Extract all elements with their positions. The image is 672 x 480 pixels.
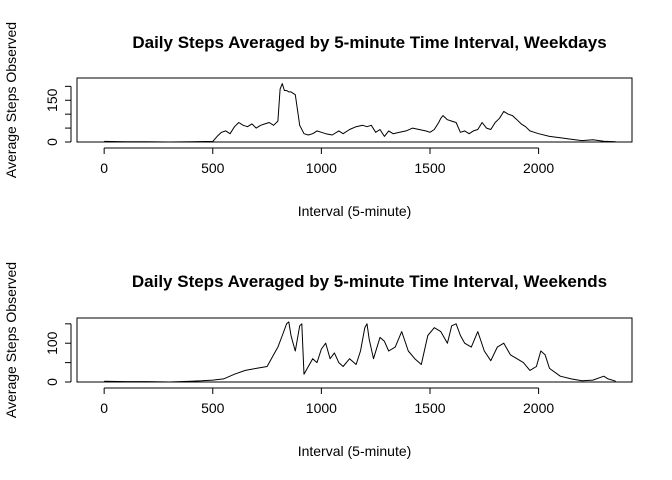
y-tick-label: 0 [44,378,60,386]
x-tick-label: 2000 [523,160,554,176]
plot-frame [76,77,633,143]
series-line [104,83,616,143]
series-line [104,321,616,383]
y-axis-label: Average Steps Observed [3,262,19,418]
y-tick-label: 100 [44,331,60,355]
x-tick-label: 500 [201,160,225,176]
x-axis-label: Interval (5-minute) [298,203,412,219]
chart-title: Daily Steps Averaged by 5-minute Time In… [132,33,606,52]
x-tick-label: 0 [100,400,108,416]
x-tick-label: 0 [100,160,108,176]
x-tick-label: 500 [201,400,225,416]
weekends-panel: Daily Steps Averaged by 5-minute Time In… [3,262,633,459]
plot-frame [76,317,633,383]
x-tick-label: 1500 [414,400,445,416]
y-axis-label: Average Steps Observed [3,22,19,178]
weekdays-panel: Daily Steps Averaged by 5-minute Time In… [3,22,633,219]
chart-title: Daily Steps Averaged by 5-minute Time In… [132,272,607,291]
x-tick-label: 2000 [523,400,554,416]
x-axis-label: Interval (5-minute) [298,443,412,459]
x-tick-label: 1000 [306,160,337,176]
x-tick-label: 1500 [414,160,445,176]
x-tick-label: 1000 [306,400,337,416]
y-tick-label: 0 [44,138,60,146]
y-tick-label: 150 [44,88,60,112]
